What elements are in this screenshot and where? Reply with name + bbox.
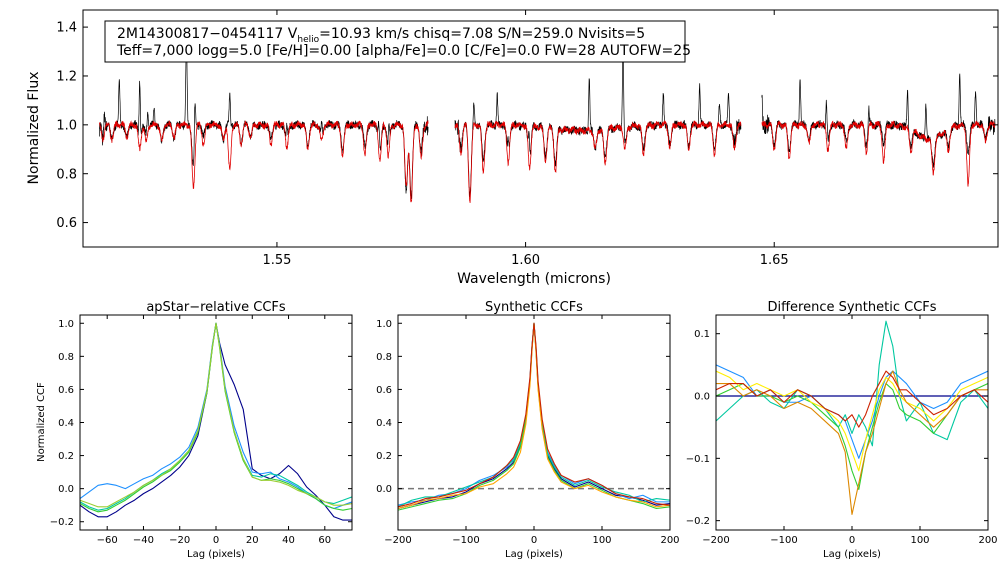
apstar-ccf-ticks: −60 −40 −20 0 20 40 60 −0.2 0.0 0.2 0.4 0.6 0.8 1.0 bbox=[50, 315, 352, 546]
difference_ccf-y-tick-label: 0.0 bbox=[694, 392, 710, 403]
synthetic_ccf-series-visit-4 bbox=[398, 322, 670, 511]
apstar-ccf-title: apStar−relative CCFs bbox=[146, 300, 286, 315]
spectrum-x-tick-label: 1.55 bbox=[262, 253, 291, 268]
apstar_ccf-series-visit-2 bbox=[80, 322, 352, 510]
difference-ccf-axes-frame bbox=[715, 314, 989, 531]
spectrum-y-tick-label: 1.0 bbox=[56, 118, 77, 133]
synthetic_ccf-y-tick-label: 0.8 bbox=[376, 352, 392, 363]
spectrum-model-chip-1 bbox=[99, 119, 429, 203]
apstar_ccf-y-tick-label: 0.6 bbox=[58, 385, 74, 396]
spectrum-panel: 1.55 1.60 1.65 0.6 0.8 1.0 1.2 1.4 Normalized F… bbox=[26, 9, 999, 287]
spectrum-y-axis-label: Normalized Flux bbox=[26, 72, 42, 185]
info-helio-subscript: helio bbox=[297, 35, 319, 45]
difference_ccf-series-visit-1 bbox=[716, 364, 988, 459]
spectrum-y-tick-label: 1.4 bbox=[56, 21, 77, 36]
info-fit-stats: =10.93 km/s chisq=7.08 S/N=259.0 Nvisits… bbox=[319, 26, 645, 42]
difference_ccf-series-visit-5 bbox=[716, 370, 988, 515]
difference_ccf-series-visit-6 bbox=[716, 370, 988, 428]
synthetic-ccf-title: Synthetic CCFs bbox=[485, 300, 583, 315]
difference_ccf-y-tick-label: −0.2 bbox=[686, 516, 710, 527]
apstar_ccf-series-visit-4 bbox=[80, 322, 352, 513]
synthetic_ccf-x-tick-label: 200 bbox=[660, 535, 679, 546]
info-line-1: 2M14300817−0454117 Vhelio=10.93 km/s chi… bbox=[117, 26, 645, 45]
apstar_ccf-x-tick-label: 60 bbox=[318, 535, 331, 546]
difference_ccf-x-tick-label: 100 bbox=[910, 535, 929, 546]
spectrum-x-axis-label: Wavelength (microns) bbox=[457, 271, 611, 287]
synthetic-ccf-ticks: −200 −100 0 100 200 0.0 0.2 0.4 0.6 0.8 1.0 bbox=[376, 315, 680, 546]
synthetic_ccf-series-visit-5 bbox=[398, 322, 670, 510]
apstar_ccf-x-tick-label: −20 bbox=[169, 535, 190, 546]
synthetic_ccf-y-tick-label: 0.0 bbox=[376, 484, 392, 495]
apstar_ccf-x-tick-label: −60 bbox=[97, 535, 118, 546]
spectrum-observed-chip-3 bbox=[761, 73, 996, 168]
synthetic_ccf-y-tick-label: 1.0 bbox=[376, 319, 392, 330]
spectrum-y-tick-label: 0.6 bbox=[56, 216, 77, 231]
spectrum-plot-area bbox=[99, 31, 996, 203]
apstar_ccf-y-tick-label: 0.2 bbox=[58, 451, 74, 462]
apstar-ccf-x-axis-label: Lag (pixels) bbox=[187, 549, 245, 560]
spectrum-x-tick-label: 1.65 bbox=[760, 253, 789, 268]
spectrum-model-chip-3 bbox=[761, 120, 996, 187]
apstar_ccf-series-visit-1 bbox=[80, 322, 352, 521]
info-line-2: Teff=7,000 logg=5.0 [Fe/H]=0.00 [alpha/F… bbox=[116, 43, 691, 59]
info-star-id: 2M14300817−0454117 V bbox=[117, 26, 298, 42]
spectrum-x-tick-label: 1.60 bbox=[511, 253, 540, 268]
synthetic_ccf-x-tick-label: −200 bbox=[384, 535, 411, 546]
synthetic-ccf-axes-frame bbox=[397, 314, 671, 531]
apstar_ccf-y-tick-label: 0.8 bbox=[58, 352, 74, 363]
synthetic_ccf-series-visit-3 bbox=[398, 322, 670, 508]
synthetic-ccf-panel: Synthetic CCFs −200 −100 0 100 200 0.0 0.2 0.4 0… bbox=[376, 300, 679, 560]
apstar-ccf-plot-area bbox=[80, 322, 352, 521]
difference-ccf-plot-area bbox=[716, 320, 988, 515]
difference_ccf-series-visit-4 bbox=[716, 370, 988, 472]
info-box-frame bbox=[104, 20, 686, 63]
synthetic_ccf-x-tick-label: 100 bbox=[592, 535, 611, 546]
difference-ccf-panel: Difference Synthetic CCFs −200 −100 0 100 20… bbox=[686, 300, 998, 560]
difference_ccf-x-tick-label: 0 bbox=[849, 535, 855, 546]
apstar_ccf-y-tick-label: 0.4 bbox=[58, 418, 74, 429]
difference_ccf-y-tick-label: 0.1 bbox=[694, 329, 710, 340]
difference-ccf-title: Difference Synthetic CCFs bbox=[767, 300, 936, 315]
synthetic_ccf-y-tick-label: 0.6 bbox=[376, 385, 392, 396]
spectrum-info-box: 2M14300817−0454117 Vhelio=10.93 km/s chi… bbox=[104, 20, 691, 63]
synthetic_ccf-y-tick-label: 0.4 bbox=[376, 418, 392, 429]
spectrum-observed-chip-2 bbox=[454, 42, 742, 198]
synthetic_ccf-series-visit-1 bbox=[398, 322, 670, 510]
apstar-ccf-y-axis-label: Normalized CCF bbox=[36, 382, 47, 462]
apstar_ccf-x-tick-label: 0 bbox=[213, 535, 219, 546]
difference-ccf-x-axis-label: Lag (pixels) bbox=[823, 549, 881, 560]
difference_ccf-x-tick-label: −200 bbox=[702, 535, 729, 546]
synthetic_ccf-y-tick-label: 0.2 bbox=[376, 451, 392, 462]
apstar_ccf-x-tick-label: 20 bbox=[246, 535, 259, 546]
apstar_ccf-series-visit-5 bbox=[80, 322, 352, 508]
spectrum-y-tick-label: 1.2 bbox=[56, 70, 77, 85]
difference_ccf-series-visit-3 bbox=[716, 383, 988, 491]
synthetic_ccf-series-visit-6 bbox=[398, 322, 670, 508]
spectrum-ticks: 1.55 1.60 1.65 0.6 0.8 1.0 1.2 1.4 bbox=[56, 10, 998, 268]
synthetic-ccf-plot-area bbox=[398, 322, 670, 511]
apstar-ccf-panel: apStar−relative CCFs −60 −40 −20 0 20 40 60 −0.… bbox=[36, 300, 353, 560]
spectrum-axes-frame bbox=[82, 9, 999, 248]
difference-ccf-ticks: −200 −100 0 100 200 −0.2 −0.1 0.0 0.1 bbox=[686, 315, 998, 546]
spectrum-y-tick-label: 0.8 bbox=[56, 167, 77, 182]
apstar_ccf-y-tick-label: 1.0 bbox=[58, 319, 74, 330]
synthetic_ccf-series-visit-2 bbox=[398, 322, 670, 506]
spectrum-model-chip-2 bbox=[454, 119, 742, 203]
difference_ccf-x-tick-label: −100 bbox=[770, 535, 797, 546]
synthetic-ccf-x-axis-label: Lag (pixels) bbox=[505, 549, 563, 560]
apstar_ccf-y-tick-label: −0.2 bbox=[50, 517, 74, 528]
synthetic_ccf-x-tick-label: 0 bbox=[531, 535, 537, 546]
synthetic_ccf-x-tick-label: −100 bbox=[452, 535, 479, 546]
apstar-ccf-axes-frame bbox=[79, 314, 353, 531]
apstar_ccf-series-visit-3 bbox=[80, 322, 352, 511]
apstar_ccf-y-tick-label: 0.0 bbox=[58, 484, 74, 495]
apstar_ccf-x-tick-label: −40 bbox=[133, 535, 154, 546]
difference_ccf-y-tick-label: −0.1 bbox=[686, 454, 710, 465]
apstar_ccf-x-tick-label: 40 bbox=[282, 535, 295, 546]
difference_ccf-x-tick-label: 200 bbox=[978, 535, 997, 546]
